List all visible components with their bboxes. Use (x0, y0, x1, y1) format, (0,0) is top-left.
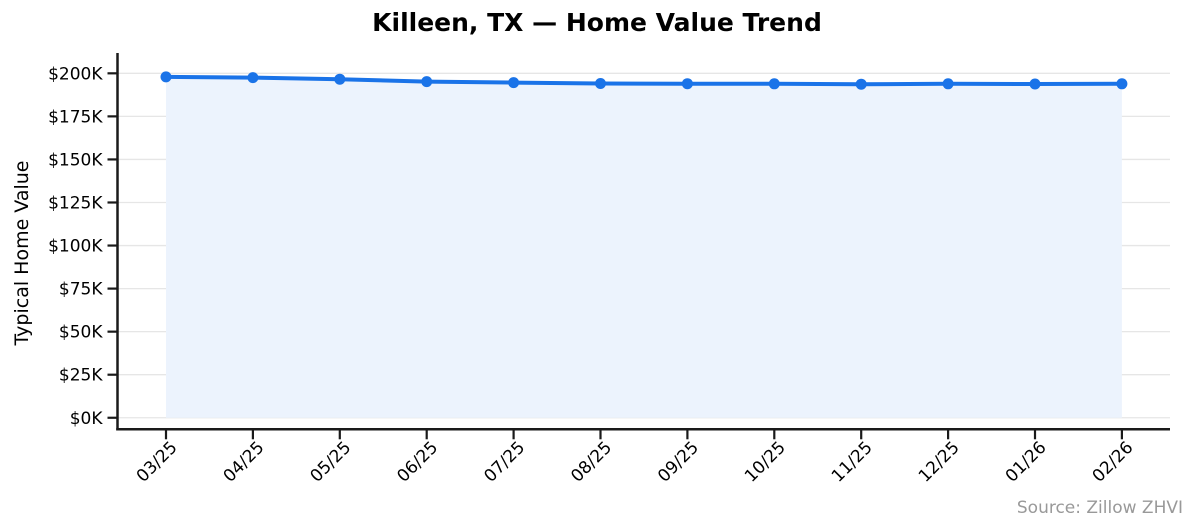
chart-title: Killeen, TX — Home Value Trend (372, 8, 822, 37)
x-tick-label: 10/25 (741, 438, 790, 487)
x-tick-label: 01/26 (1002, 438, 1051, 487)
data-point-02/26 (1116, 78, 1128, 90)
x-tick-label: 04/25 (220, 438, 269, 487)
x-tick-label: 07/25 (480, 438, 529, 487)
data-point-04/25 (247, 72, 259, 84)
y-tick-label: $175K (48, 107, 103, 127)
data-point-11/25 (855, 78, 867, 90)
y-tick-label: $200K (48, 64, 103, 84)
x-tick-label: 02/26 (1089, 438, 1138, 487)
x-tick-label: 05/25 (307, 438, 356, 487)
x-tick-label: 08/25 (567, 438, 616, 487)
y-tick-label: $25K (59, 366, 103, 386)
trend-line (164, 74, 1124, 87)
y-axis-title: Typical Home Value (11, 161, 33, 347)
data-point-05/25 (334, 73, 346, 85)
data-point-09/25 (681, 78, 693, 90)
x-tick-label: 03/25 (133, 438, 182, 487)
y-tick-label: $0K (70, 409, 104, 429)
y-tick-label: $150K (48, 150, 103, 170)
source-caption: Source: Zillow ZHVI (1016, 498, 1183, 518)
data-point-12/25 (942, 78, 954, 90)
y-tick-label: $50K (59, 323, 103, 343)
data-point-08/25 (595, 78, 606, 89)
y-tick-label: $100K (48, 237, 103, 257)
data-point-06/25 (421, 76, 433, 88)
x-tick-label: 06/25 (393, 438, 442, 487)
data-point-10/25 (768, 78, 780, 90)
data-point-03/25 (160, 71, 172, 83)
data-point-07/25 (508, 77, 520, 89)
x-tick-label: 12/25 (915, 438, 964, 487)
y-tick-label: $75K (59, 280, 103, 300)
data-point-01/26 (1029, 78, 1041, 90)
x-tick-label: 09/25 (654, 438, 703, 487)
area-fill (166, 76, 1122, 418)
x-tick-label: 11/25 (828, 438, 877, 487)
y-tick-label: $125K (48, 193, 103, 213)
